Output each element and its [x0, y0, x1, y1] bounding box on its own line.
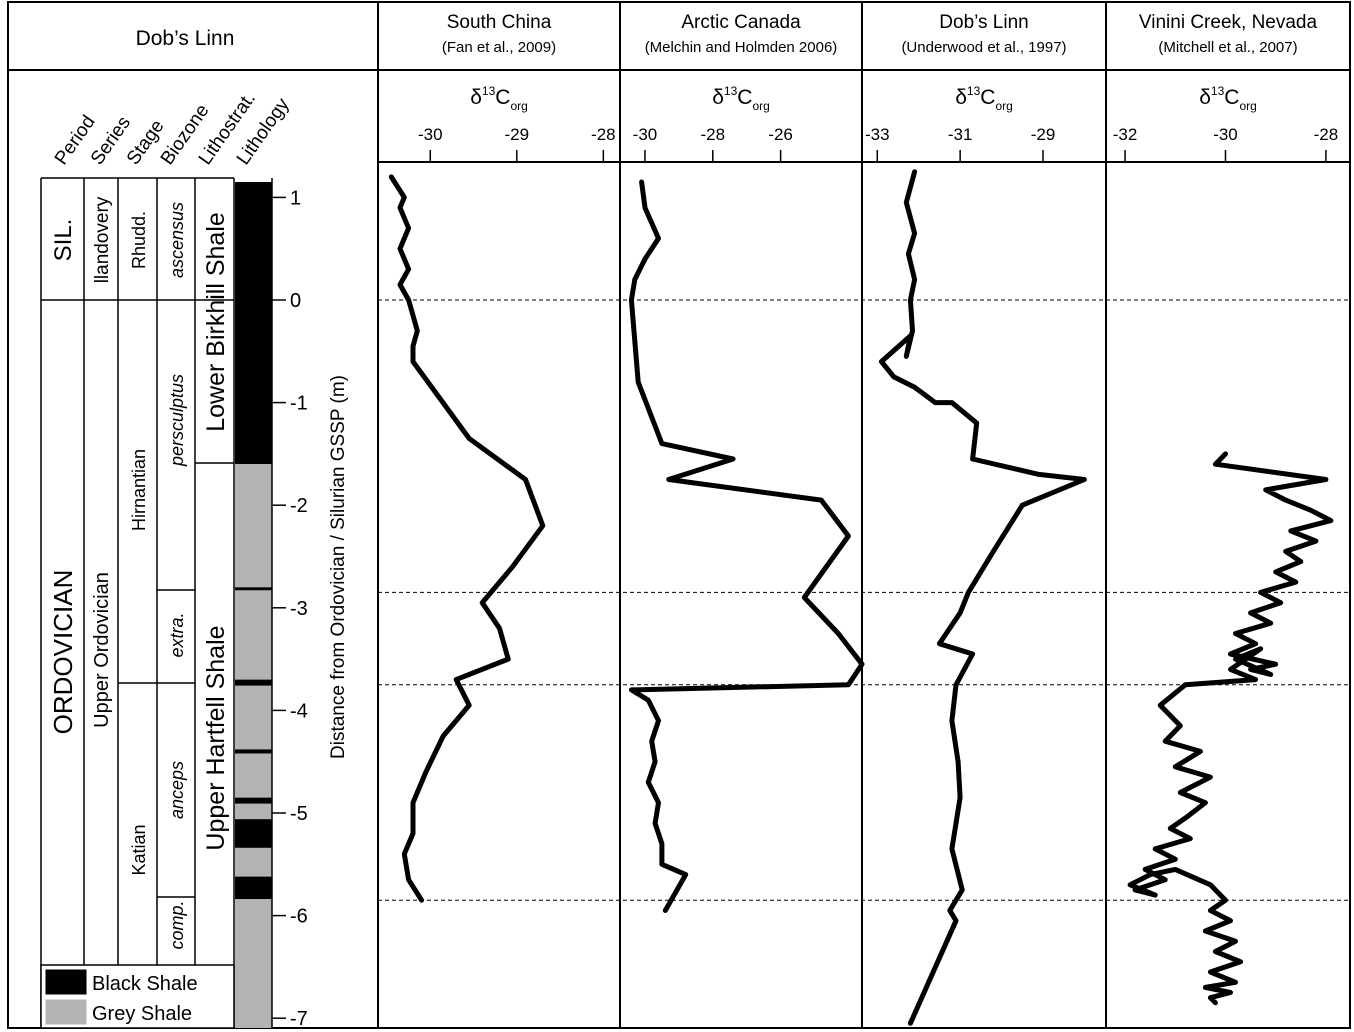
panel-subtitle: (Fan et al., 2009): [442, 39, 556, 56]
depth-axis: 1 0 -1 -2 -3 -4 -5 -6 -7: [271, 178, 308, 1030]
series-label-upper-ordovician: Upper Ordovician: [91, 572, 113, 728]
biozone-label-ascensus: ascensus: [167, 202, 187, 278]
panel-tick-label: -30: [418, 125, 443, 144]
panel-tick-label: -29: [1031, 125, 1056, 144]
panel-tick-label: -31: [948, 125, 973, 144]
lithology-bed-black: [235, 749, 272, 754]
panel-title: Arctic Canada: [681, 12, 801, 33]
lithology-legend: Black Shale Grey Shale: [40, 964, 235, 1029]
column-headers: Period Series Stage Biozone Lithostrat. …: [51, 88, 294, 168]
stage-label-rhudd: Rhudd.: [129, 211, 149, 269]
panel-tick-label: -29: [505, 125, 530, 144]
panel-axis-label: δ13Corg: [470, 84, 528, 113]
legend-swatch-black: [45, 969, 87, 995]
depth-tick-label: -7: [290, 1008, 308, 1030]
panel-tick-label: -32: [1113, 125, 1138, 144]
isotope-curve: [388, 174, 546, 903]
panel-tick-label: -33: [865, 125, 890, 144]
panel-tick-label: -26: [768, 125, 793, 144]
figure-frame: [7, 1, 1351, 1029]
panel-tick-label: -28: [1314, 125, 1339, 144]
panel-title: South China: [447, 12, 552, 33]
period-label-sil: SIL.: [50, 219, 77, 262]
lithology-bed-black: [235, 679, 272, 686]
biozone-label-comp: comp.: [167, 900, 187, 949]
lithology-column: [235, 182, 272, 1028]
depth-tick-label: -5: [290, 803, 308, 825]
boundary-lines: [378, 299, 1350, 901]
depth-axis-label: Distance from Ordovician / Silurian GSSP…: [328, 375, 349, 759]
strat-labels: SIL. ORDOVICIAN llandovery Upper Ordovic…: [48, 196, 230, 949]
period-label-ordovician: ORDOVICIAN: [48, 570, 78, 735]
isotope-curve: [628, 179, 865, 913]
strat-table: [40, 177, 235, 1028]
panel-axis-label: δ13Corg: [955, 84, 1013, 113]
isotope-curve: [878, 169, 1087, 1026]
panel-tick-label: -28: [591, 125, 616, 144]
biozone-label-persculptus: persculptus: [167, 374, 187, 467]
chart-panel-3: Vinini Creek, Nevada (Mitchell et al., 20…: [1113, 12, 1339, 1006]
depth-tick-label: -3: [290, 598, 308, 620]
panel-title: Vinini Creek, Nevada: [1139, 12, 1318, 33]
biozone-label-anceps: anceps: [167, 761, 187, 819]
lithology-bed-black: [235, 876, 272, 900]
panel-axis-label: δ13Corg: [712, 84, 770, 113]
lithology-bed-grey: [235, 464, 272, 588]
panel-tick-label: -30: [1213, 125, 1238, 144]
panel-title: Dob’s Linn: [939, 12, 1028, 33]
chart-panel-0: South China (Fan et al., 2009) δ13Corg -30 -…: [388, 12, 616, 903]
legend-swatch-grey: [45, 999, 87, 1025]
lithology-bed-grey: [235, 753, 272, 798]
panel-tick-label: -28: [700, 125, 725, 144]
panel-subtitle: (Underwood et al., 1997): [901, 39, 1066, 56]
stage-label-hirnantian: Hirnantian: [129, 449, 149, 531]
lithology-bed-grey: [235, 847, 272, 877]
lithology-bed-black: [235, 587, 272, 591]
lithology-bed-black: [235, 819, 272, 848]
stage-label-katian: Katian: [129, 824, 149, 875]
lithology-bed-grey: [235, 803, 272, 820]
depth-tick-label: 0: [290, 290, 301, 312]
lithology-bed-grey: [235, 899, 272, 1028]
depth-tick-label: -6: [290, 906, 308, 928]
lithology-bed-black: [235, 182, 272, 465]
depth-tick-label: -2: [290, 495, 308, 517]
depth-tick-label: -4: [290, 700, 308, 722]
series-label-llandovery: llandovery: [92, 196, 113, 283]
lithology-bed-grey: [235, 685, 272, 750]
lithostrat-label-upper-hartfell: Upper Hartfell Shale: [202, 625, 230, 850]
lithology-bed-grey: [235, 590, 272, 680]
chart-panel-2: Dob’s Linn (Underwood et al., 1997) δ13Cor…: [865, 12, 1087, 1026]
legend-label-grey: Grey Shale: [92, 1003, 192, 1025]
isotope-panels: South China(Fan et al., 2009)δ13Corg-30-…: [388, 12, 1339, 1026]
isotope-curve: [1127, 451, 1334, 1006]
biozone-label-extra: extra.: [167, 612, 187, 657]
depth-tick-label: 1: [290, 187, 301, 209]
left-panel-title: Dob’s Linn: [136, 27, 235, 50]
lithology-bed-black: [235, 797, 272, 804]
panel-subtitle: (Melchin and Holmden 2006): [645, 39, 838, 56]
legend-label-black: Black Shale: [92, 973, 198, 995]
depth-tick-label: -1: [290, 393, 308, 415]
chart-panel-1: Arctic Canada (Melchin and Holmden 2006) δ…: [628, 12, 865, 913]
panel-axis-label: δ13Corg: [1199, 84, 1257, 113]
panel-tick-label: -30: [633, 125, 658, 144]
panel-subtitle: (Mitchell et al., 2007): [1158, 39, 1297, 56]
lithostrat-label-lower-birkhill: Lower Birkhill Shale: [202, 212, 230, 432]
